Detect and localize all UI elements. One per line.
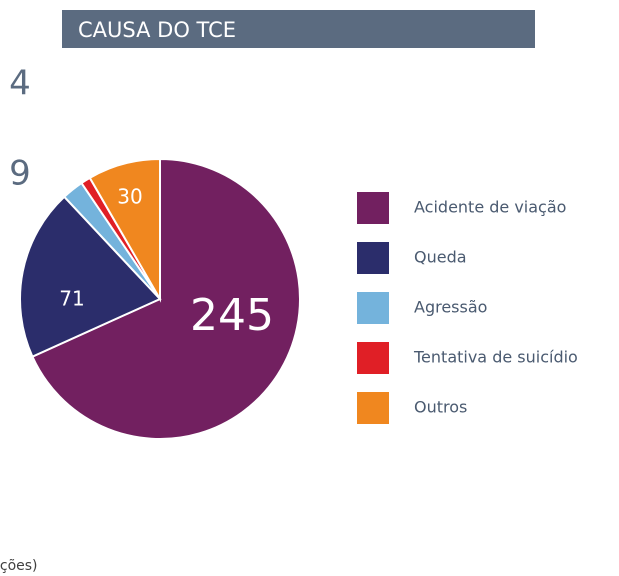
legend-swatch <box>357 392 389 424</box>
legend-label: Queda <box>414 248 467 267</box>
pie-slice <box>88 157 161 303</box>
pie-slice <box>19 195 162 358</box>
legend-label: Acidente de viação <box>414 198 566 217</box>
legend-label: Tentativa de suicídio <box>413 348 578 367</box>
legend-label: Agressão <box>414 298 487 317</box>
data-label: 71 <box>59 287 84 311</box>
title-bar <box>62 10 535 48</box>
legend-swatch <box>357 192 389 224</box>
note: ições) <box>0 558 38 574</box>
data-label: 9 <box>9 154 31 194</box>
data-label: 4 <box>9 64 31 104</box>
legend-swatch <box>357 342 389 374</box>
legend-label: Outros <box>414 398 467 417</box>
legend-swatch <box>357 242 389 274</box>
data-label: 30 <box>117 185 142 209</box>
legend-swatch <box>357 292 389 324</box>
data-label: 245 <box>190 290 274 341</box>
chart-title: CAUSA DO TCE <box>78 18 236 42</box>
pie-slice <box>31 157 301 440</box>
